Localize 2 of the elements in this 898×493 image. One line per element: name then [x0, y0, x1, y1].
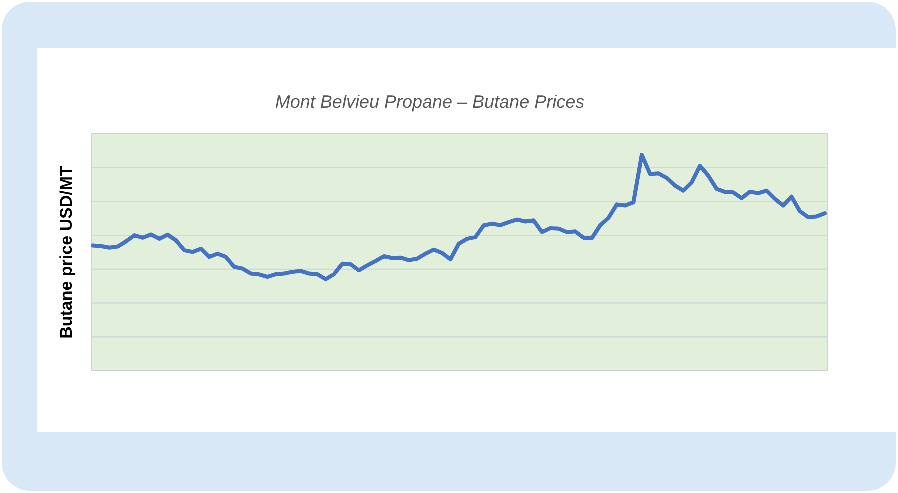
chart-title: Mont Belvieu Propane – Butane Prices [275, 92, 585, 112]
y-axis-title: Butane price USD/MT [57, 165, 76, 339]
